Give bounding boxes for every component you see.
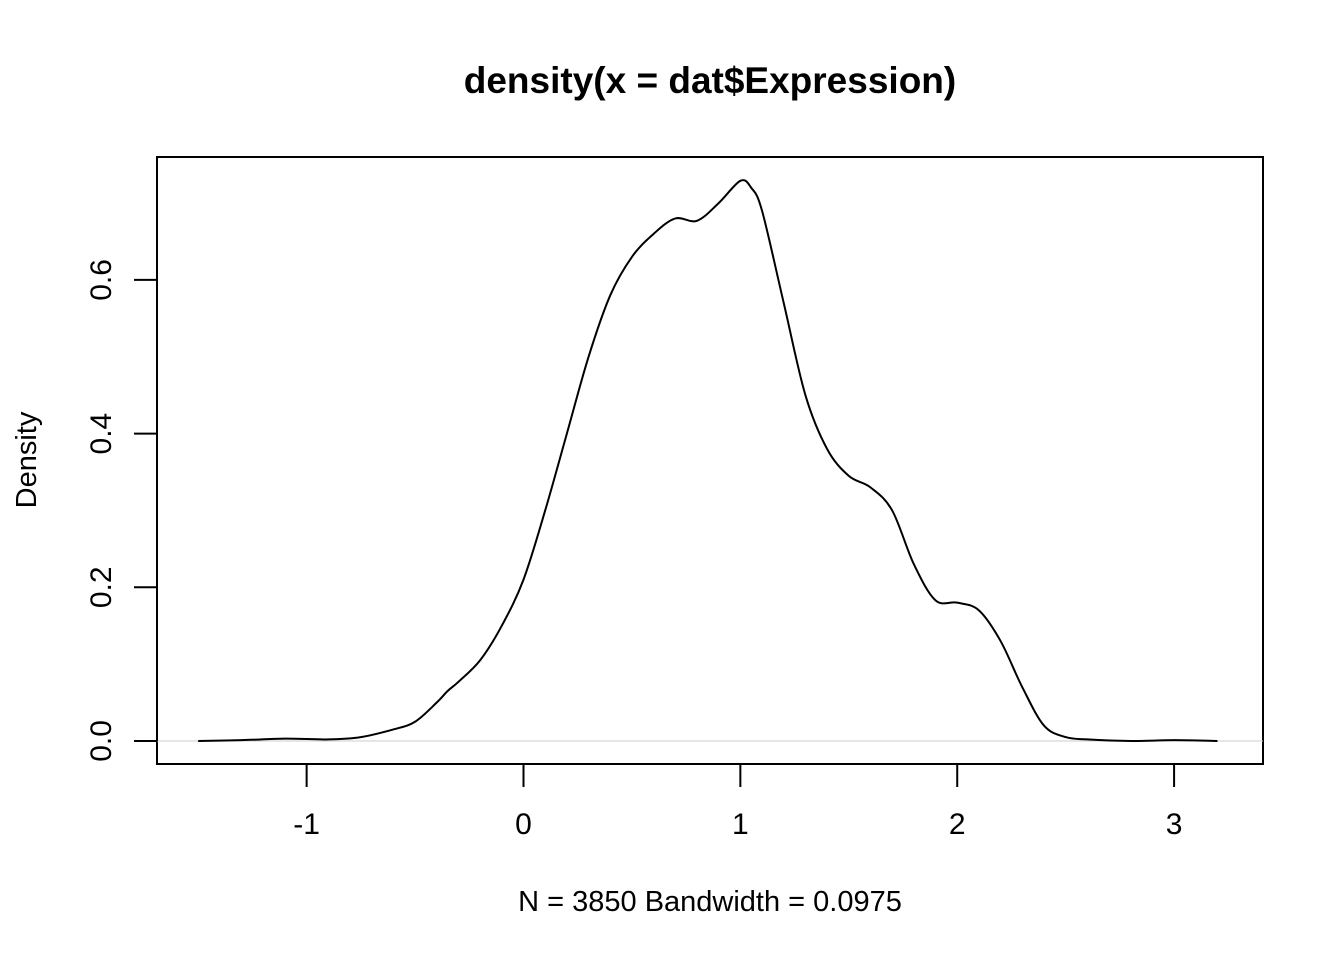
plot-frame	[156, 156, 1264, 765]
x-tick-label: 3	[1166, 808, 1183, 841]
x-tick-label: 0	[515, 808, 532, 841]
y-axis: 0.0 0.2 0.4 0.6	[85, 259, 158, 762]
y-axis-label: Density	[11, 411, 43, 508]
x-axis: -1 0 1 2 3	[293, 763, 1183, 841]
x-tick-label: 1	[732, 808, 749, 841]
y-tick-label: 0.4	[85, 413, 118, 455]
y-tick-label: 0.6	[85, 259, 118, 301]
x-axis-label: N = 3850 Bandwidth = 0.0975	[518, 886, 902, 918]
y-tick-label: 0.2	[85, 566, 118, 608]
x-tick-label: -1	[293, 808, 320, 841]
x-tick-label: 2	[949, 808, 966, 841]
plot-area	[157, 179, 1263, 742]
y-tick-label: 0.0	[85, 720, 118, 762]
chart-title: density(x = dat$Expression)	[464, 60, 956, 101]
density-line	[198, 179, 1218, 742]
